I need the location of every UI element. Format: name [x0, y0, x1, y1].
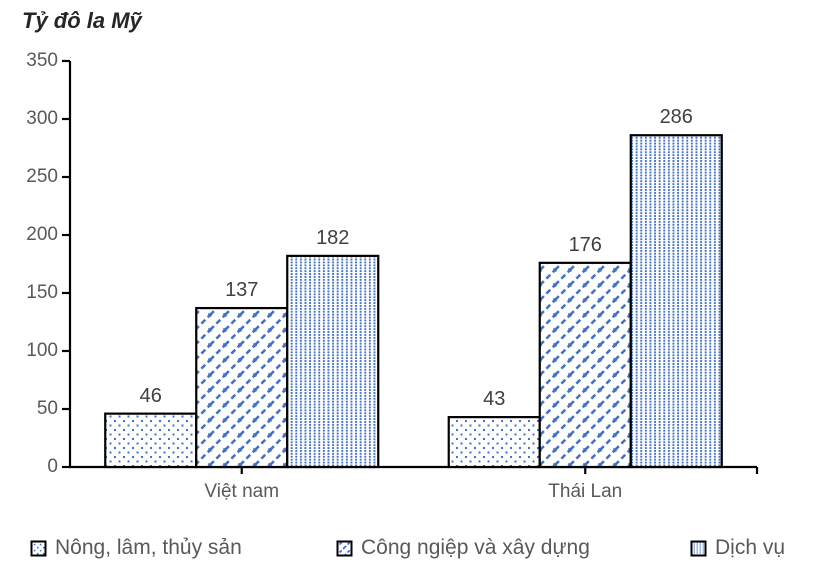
- y-axis-tick-label: 250: [26, 166, 58, 187]
- bar-Việt nam-Nông, lâm, thủy sản: [104, 412, 198, 469]
- value-label: 137: [225, 279, 259, 302]
- bar-Thái Lan-Dịch vụ: [629, 134, 723, 469]
- y-axis-tick-label: 150: [26, 282, 58, 303]
- y-axis-tick-label: 350: [26, 50, 58, 71]
- y-axis-tick-label: 200: [26, 224, 58, 245]
- y-axis-tick-label: 0: [47, 456, 58, 477]
- value-label: 176: [568, 233, 602, 256]
- bar-Việt nam-Dịch vụ: [286, 254, 380, 469]
- category-label-thai-lan: Thái Lan: [548, 481, 623, 502]
- legend-label: Nông, lâm, thủy sản: [55, 536, 242, 559]
- legend-entry-nong-lam-thuy-san: Nông, lâm, thủy sản: [30, 536, 242, 560]
- legend-swatch-diagonal-dash-icon: [336, 540, 353, 556]
- chart-title: Tỷ đô la Mỹ: [22, 8, 142, 33]
- legend-swatch-sparse-dots-icon: [30, 540, 47, 556]
- category-label-viet-nam: Việt nam: [204, 481, 280, 502]
- value-label: 46: [139, 384, 162, 407]
- legend-entry-cong-ngiep-va-xay-dung: Công ngiệp và xây dựng: [336, 536, 590, 560]
- legend-swatch-vertical-dots-icon: [690, 540, 707, 556]
- bar-Thái Lan-Nông, lâm, thủy sản: [447, 416, 541, 469]
- legend: Nông, lâm, thủy sản Công ngiệp và xây dự…: [0, 536, 818, 566]
- bar-Thái Lan-Công ngiệp và xây dựng: [538, 261, 632, 469]
- legend-label: Công ngiệp và xây dựng: [361, 536, 590, 559]
- y-axis-tick-label: 100: [26, 340, 58, 361]
- y-axis-labels: 0 50 100 150 200 250 300 350: [0, 0, 58, 500]
- value-label: 182: [316, 226, 350, 249]
- bar-Việt nam-Công ngiệp và xây dựng: [195, 306, 289, 469]
- y-axis-tick-label: 300: [26, 108, 58, 129]
- legend-label: Dịch vụ: [715, 536, 786, 559]
- legend-entry-dich-vu: Dịch vụ: [690, 536, 785, 560]
- value-label: 43: [483, 388, 506, 411]
- value-label: 286: [659, 106, 693, 129]
- y-axis-tick-label: 50: [36, 398, 58, 419]
